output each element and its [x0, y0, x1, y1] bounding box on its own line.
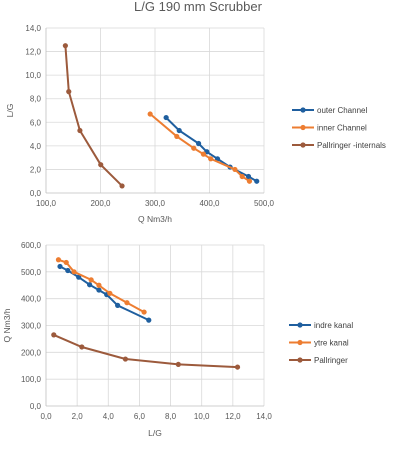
bottom-x-tick-label: 8,0: [165, 412, 177, 421]
top-legend-marker-2: [300, 124, 306, 131]
bottom-series-2-point: [88, 277, 94, 283]
top-x-tick-label: 500,0: [254, 199, 275, 208]
top-chart-title: L/G 190 mm Scrubber: [134, 0, 263, 14]
bottom-y-tick-label: 400,0: [21, 295, 42, 304]
bottom-legend-label-1: indre kanal: [314, 321, 353, 330]
top-series-2-point: [174, 133, 180, 140]
bottom-legend-label-2: ytre kanal: [314, 339, 349, 348]
top-series-1-point: [196, 140, 202, 147]
top-y-tick-label: 6,0: [30, 118, 42, 127]
bottom-x-tick-label: 2,0: [72, 412, 84, 421]
bottom-series-1-point: [96, 287, 102, 293]
bottom-series-1-point: [57, 263, 63, 270]
top-y-tick-label: 2,0: [30, 165, 42, 174]
bottom-series-3-point: [79, 344, 85, 350]
top-series-3-point: [98, 162, 104, 168]
bottom-series-1-point: [87, 282, 93, 288]
top-x-tick-label: 200,0: [90, 199, 111, 208]
top-series-3-point: [77, 127, 83, 134]
bottom-legend-marker-1: [297, 322, 303, 328]
bottom-x-axis-label: L/G: [148, 428, 162, 438]
bottom-series-1-point: [76, 274, 82, 280]
bottom-series-2-point: [96, 282, 102, 288]
top-series-1-point: [245, 173, 252, 180]
bottom-x-tick-label: 0,0: [40, 412, 52, 421]
top-series-2-point: [200, 151, 207, 157]
bottom-series-1-point: [115, 302, 121, 308]
chart-bottom: 0,0 100,0 200,0 300,0 400,0 500,0 600,0 0,0 2,0 4…: [2, 241, 353, 438]
top-series-3-point: [119, 183, 125, 189]
top-series-3-point: [66, 89, 72, 95]
bottom-legend-marker-2: [297, 339, 303, 346]
top-series-1-point: [254, 178, 260, 184]
bottom-series-3-point: [234, 364, 241, 370]
bottom-y-axis-label: Q Nm3/h: [2, 308, 12, 342]
bottom-legend-marker-3: [297, 357, 303, 363]
bottom-y-tick-label: 100,0: [21, 375, 42, 384]
top-series-1-point: [163, 114, 169, 121]
top-series-2-point: [246, 178, 253, 184]
top-x-tick-label: 100,0: [36, 199, 57, 208]
top-series-3-point: [62, 43, 68, 49]
top-x-tick-label: 400,0: [199, 199, 220, 208]
bottom-series-2-point: [107, 290, 113, 296]
bottom-y-tick-label: 500,0: [21, 268, 42, 277]
top-series-line-3: [64, 45, 123, 187]
bottom-series-1-point: [146, 317, 152, 323]
bottom-series-2-point: [124, 300, 130, 306]
top-x-axis-label: Q Nm3/h: [138, 214, 172, 224]
bottom-series-2-point: [63, 259, 69, 266]
top-y-tick-label: 8,0: [30, 95, 42, 104]
bottom-y-tick-label: 300,0: [21, 322, 42, 331]
bottom-x-tick-label: 6,0: [134, 412, 146, 421]
bottom-series-3-point: [122, 356, 129, 362]
top-y-tick-label: 14,0: [25, 24, 41, 33]
bottom-series-line-1: [59, 265, 150, 322]
top-y-axis-label: L/G: [5, 104, 15, 118]
bottom-series-2-point: [55, 257, 62, 263]
top-y-tick-label: 10,0: [25, 71, 41, 80]
top-legend-label-3: Pallringer -internals: [317, 141, 386, 150]
bottom-x-tick-label: 14,0: [256, 412, 272, 421]
chart-top: L/G 190 mm Scrubber 0,0 2,0 4,0 6,0 8,0 10,0 12…: [5, 0, 386, 224]
top-series-2-point: [147, 111, 153, 117]
top-series-2-point: [191, 145, 197, 151]
top-y-tick-label: 4,0: [30, 142, 42, 151]
bottom-x-tick-label: 12,0: [225, 412, 241, 421]
top-series-1-point: [176, 127, 182, 134]
top-legend-label-2: inner Channel: [317, 124, 367, 133]
top-legend-marker-1: [300, 107, 306, 113]
bottom-x-tick-label: 4,0: [103, 412, 115, 421]
top-series-2-point: [208, 156, 214, 162]
bottom-y-tick-label: 600,0: [21, 241, 42, 250]
bottom-y-tick-label: 0,0: [30, 402, 42, 411]
top-series-line-1: [165, 116, 258, 183]
bottom-x-tick-label: 10,0: [194, 412, 210, 421]
top-legend-label-1: outer Channel: [317, 106, 367, 115]
bottom-series-line-3: [53, 333, 238, 369]
bottom-series-3-point: [175, 361, 181, 368]
top-x-tick-label: 300,0: [145, 199, 166, 208]
top-y-tick-label: 12,0: [25, 48, 41, 57]
top-series-2-point: [239, 173, 245, 180]
top-legend-marker-3: [300, 142, 306, 148]
bottom-y-tick-label: 200,0: [21, 348, 42, 357]
bottom-legend-label-3: Pallringer: [314, 356, 348, 365]
bottom-series-2-point: [141, 309, 147, 315]
top-y-tick-label: 0,0: [30, 189, 42, 198]
top-series-2-point: [232, 166, 238, 173]
bottom-series-2-point: [71, 269, 77, 275]
bottom-series-1-point: [65, 267, 71, 274]
bottom-series-3-point: [51, 332, 57, 338]
